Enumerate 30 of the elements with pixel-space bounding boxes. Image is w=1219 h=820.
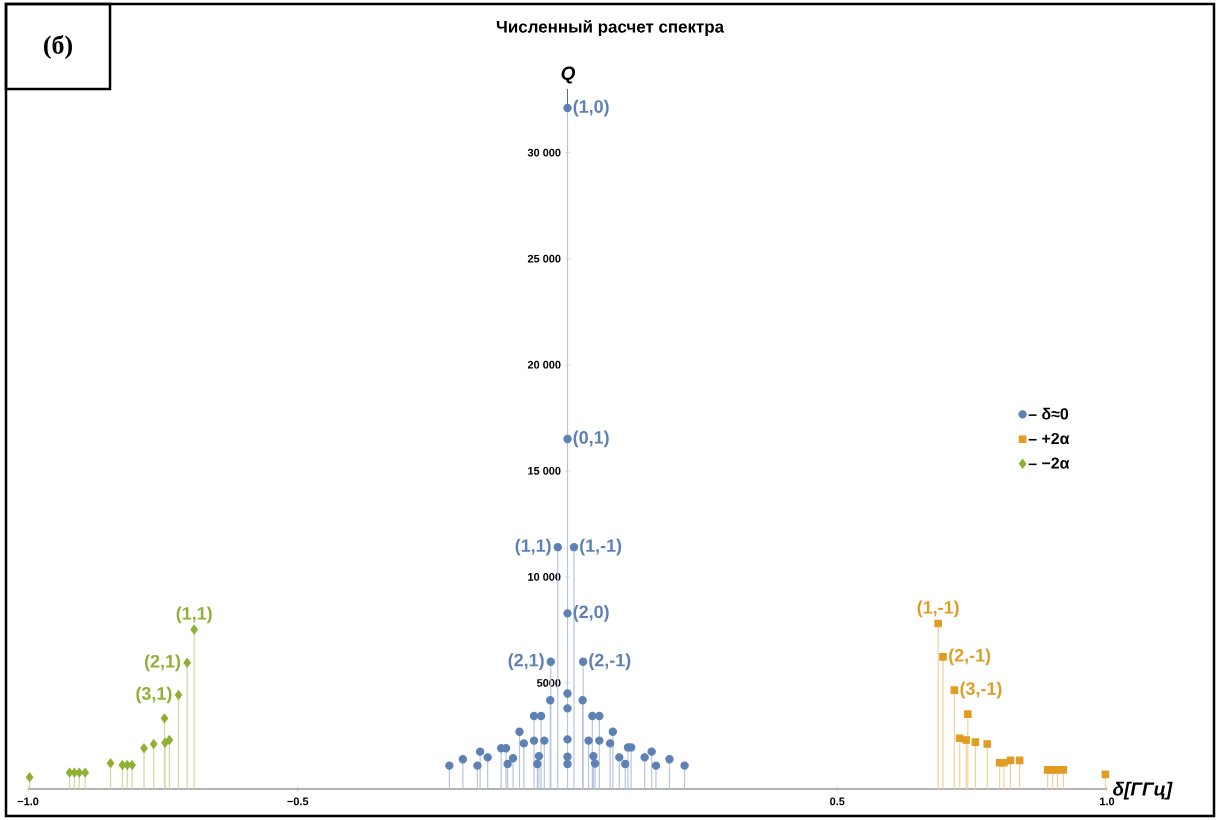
- x-axis-title: δ[ГГц]: [1113, 781, 1173, 800]
- annotation: (0,1): [573, 430, 609, 448]
- annotation: (1,-1): [580, 538, 622, 556]
- text: (б): [44, 34, 72, 60]
- y-tick-label: 5000: [536, 679, 561, 687]
- y-tick-label: 15 000: [528, 466, 561, 475]
- annotation: (2,-1): [589, 653, 631, 671]
- chart-title: Численный расчет спектра: [496, 19, 725, 37]
- y-tick-label: 20 000: [527, 360, 561, 369]
- annotation: (3,1): [136, 686, 172, 704]
- annotation: (2,-1): [949, 648, 991, 666]
- annotation: (1,1): [176, 606, 212, 624]
- annotation: (2,0): [573, 604, 609, 622]
- x-tick-label: 0.5: [830, 797, 845, 806]
- annotation: (1,0): [573, 99, 609, 117]
- annotation: (1,-1): [917, 600, 959, 618]
- y-axis-title: Q: [561, 66, 576, 84]
- annotation: (2,1): [508, 653, 544, 671]
- x-tick-label: −1.0: [17, 797, 39, 806]
- annotation: (3,-1): [960, 681, 1002, 699]
- y-tick-label: 30 000: [527, 148, 561, 157]
- legend-label: – −2α: [1028, 457, 1070, 469]
- y-tick-label: 25 000: [527, 254, 561, 263]
- annotation: (2,1): [144, 654, 181, 672]
- annotation: (1,1): [515, 538, 551, 556]
- legend-label: – +2α: [1028, 432, 1070, 445]
- y-tick-label: 10 000: [528, 572, 561, 581]
- legend-label: – δ≈0: [1028, 407, 1069, 420]
- x-tick-label: 1.0: [1100, 797, 1115, 806]
- x-tick-label: −0.5: [287, 797, 309, 806]
